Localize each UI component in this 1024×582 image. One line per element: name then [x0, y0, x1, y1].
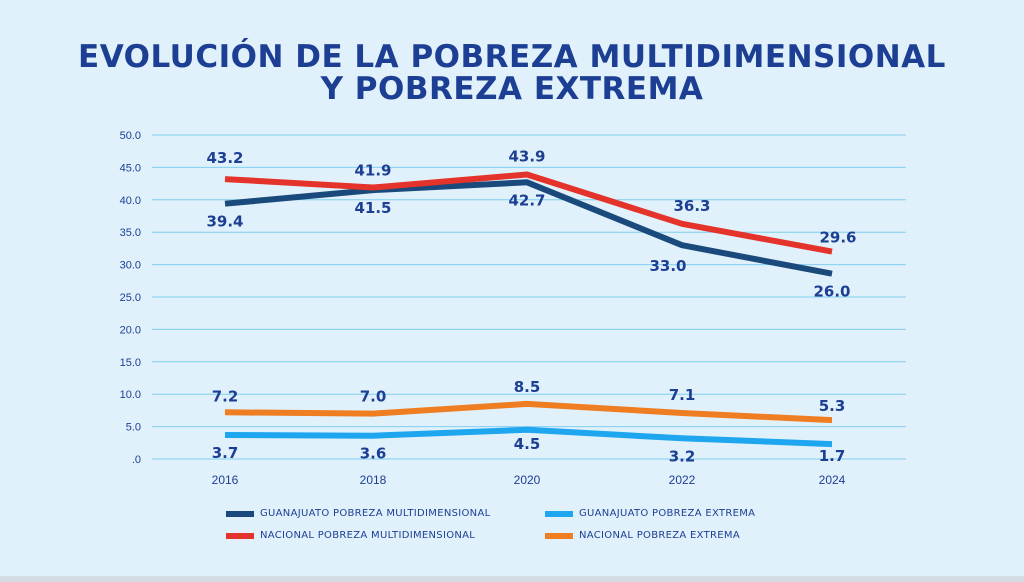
y-tick-label: 15.0: [120, 357, 141, 369]
data-label-gto_multi: 41.5: [354, 199, 391, 217]
legend-item-nac-multi: NACIONAL POBREZA MULTIDIMENSIONAL: [226, 530, 475, 541]
x-tick-label: 2022: [669, 473, 696, 487]
y-tick-label: 45.0: [120, 162, 141, 174]
y-tick-label: 35.0: [120, 227, 141, 239]
x-tick-label: 2018: [360, 473, 387, 487]
data-label-nac_ext: 7.1: [669, 386, 696, 404]
y-tick-label: 40.0: [120, 195, 141, 207]
series-line-nac_ext: [224, 400, 833, 424]
x-tick-label: 2024: [819, 473, 846, 487]
legend-label-nac-multi: NACIONAL POBREZA MULTIDIMENSIONAL: [260, 530, 476, 541]
data-label-nac_multi: 29.6: [819, 229, 856, 247]
legend-item-gto-multi: GUANAJUATO POBREZA MULTIDIMENSIONAL: [226, 508, 490, 519]
legend-swatch-gto-multi: [226, 510, 254, 517]
data-label-gto_ext: 3.7: [212, 444, 239, 462]
data-label-gto_ext: 1.7: [819, 447, 846, 465]
data-label-nac_ext: 8.5: [514, 378, 541, 396]
chart-title-line-2: Y POBREZA EXTREMA: [320, 71, 704, 107]
legend-swatch-nac-ext: [545, 532, 573, 539]
data-label-nac_multi: 36.3: [673, 197, 710, 215]
legend-label-nac-ext: NACIONAL POBREZA EXTREMA: [579, 530, 740, 541]
bottom-border: [0, 576, 1024, 582]
legend-item-gto-ext: GUANAJUATO POBREZA EXTREMA: [545, 508, 755, 519]
y-tick-label: 10.0: [120, 389, 141, 401]
legend-swatch-gto-ext: [545, 510, 573, 517]
data-label-nac_ext: 7.2: [212, 387, 239, 405]
data-label-nac_ext: 7.0: [360, 388, 387, 406]
chart-title-line-1: EVOLUCIÓN DE LA POBREZA MULTIDIMENSIONAL: [78, 39, 946, 75]
data-label-nac_multi: 43.2: [206, 149, 243, 167]
y-tick-label: 5.0: [126, 422, 141, 434]
y-tick-label: 50.0: [120, 130, 141, 142]
series-line-nac_multi: [224, 171, 833, 255]
data-label-gto_multi: 39.4: [206, 213, 243, 231]
y-tick-label: 25.0: [120, 292, 141, 304]
data-label-nac_ext: 5.3: [819, 397, 846, 415]
series-line-gto_multi: [224, 179, 833, 277]
y-tick-label: .0: [132, 454, 141, 466]
x-tick-label: 2016: [212, 473, 239, 487]
data-label-nac_multi: 41.9: [354, 161, 391, 179]
data-label-nac_multi: 43.9: [508, 148, 545, 166]
data-label-gto_ext: 3.6: [360, 445, 387, 463]
y-tick-label: 30.0: [120, 260, 141, 272]
series-line-gto_ext: [224, 426, 833, 448]
data-label-gto_multi: 33.0: [649, 257, 686, 275]
y-tick-label: 20.0: [120, 324, 141, 336]
data-label-gto_multi: 26.0: [813, 283, 850, 301]
legend-item-nac-ext: NACIONAL POBREZA EXTREMA: [545, 530, 740, 541]
legend-label-gto-multi: GUANAJUATO POBREZA MULTIDIMENSIONAL: [260, 508, 491, 519]
x-tick-label: 2020: [514, 473, 541, 487]
data-label-gto_ext: 3.2: [669, 447, 696, 465]
legend-label-gto-ext: GUANAJUATO POBREZA EXTREMA: [579, 508, 756, 519]
legend-swatch-nac-multi: [226, 532, 254, 539]
data-label-gto_multi: 42.7: [508, 191, 545, 209]
data-label-gto_ext: 4.5: [514, 435, 541, 453]
